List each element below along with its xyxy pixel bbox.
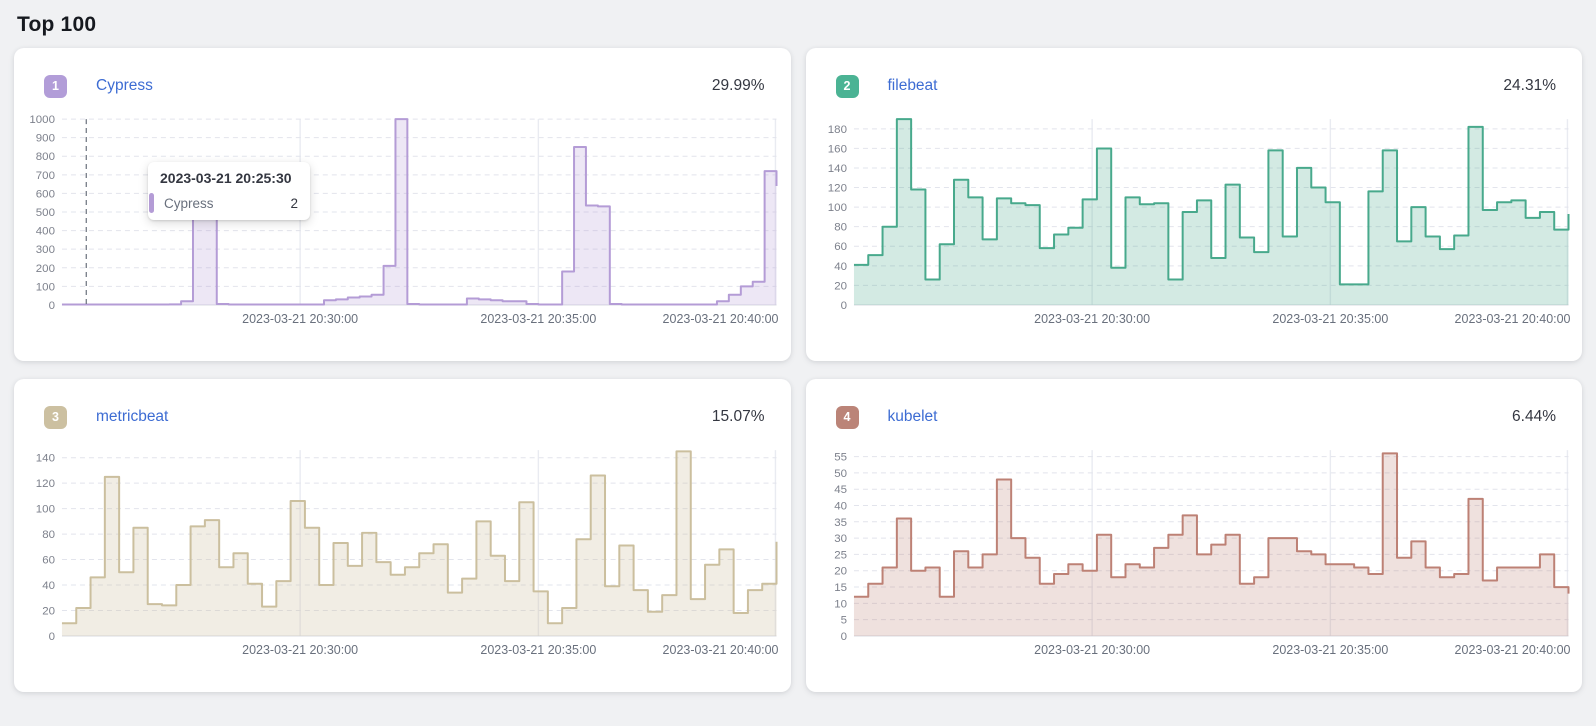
area-chart-filebeat[interactable]: 0 20 40 60 80 100 120 140 160 180 2023-03-21 20:30… [806, 113, 1583, 331]
x-axis-tick-label: 2023-03-21 20:35:00 [480, 643, 596, 657]
chart-card-filebeat: 2 filebeat 24.31% 0 20 40 60 80 100 120 140 160 1… [805, 48, 1583, 361]
y-axis-tick-label: 45 [834, 484, 847, 496]
y-axis-tick-label: 1000 [29, 114, 55, 126]
y-axis-tick-label: 0 [49, 300, 55, 312]
y-axis-tick-label: 800 [36, 151, 55, 163]
y-axis-tick-label: 40 [834, 501, 847, 513]
x-axis-tick-label: 2023-03-21 20:30:00 [1034, 643, 1150, 657]
y-axis-tick-label: 55 [834, 452, 847, 464]
card-header: 1 Cypress 29.99% [14, 48, 791, 98]
y-axis-tick-label: 80 [42, 529, 55, 541]
x-axis-tick-label: 2023-03-21 20:35:00 [1272, 312, 1388, 326]
y-axis-tick-label: 300 [36, 244, 55, 256]
y-axis-tick-label: 40 [834, 261, 847, 273]
cards-grid: 1 Cypress 29.99% 0 100 200 300 400 500 600 700 8… [0, 48, 1596, 692]
chart-area-fill [61, 451, 777, 636]
percent-value: 29.99% [711, 77, 765, 94]
chart-wrap: 0 20 40 60 80 100 120 140 160 180 2023-03-21 20:30… [806, 113, 1583, 331]
chart-card-metricbeat: 3 metricbeat 15.07% 0 20 40 60 80 100 120 140 20… [14, 379, 791, 692]
chart-step-line [853, 452, 1570, 598]
area-chart-kubelet[interactable]: 0 5 10 15 20 25 30 35 40 45 50 55 2023-03-21 20:30:0… [806, 444, 1583, 662]
rank-badge: 3 [44, 405, 67, 429]
page-title: Top 100 [17, 13, 97, 36]
y-axis-tick-label: 140 [36, 453, 55, 465]
rank-badge: 1 [44, 74, 67, 98]
x-axis-tick-label: 2023-03-21 20:40:00 [663, 312, 779, 326]
y-axis-tick-label: 0 [49, 631, 55, 643]
y-axis-tick-label: 500 [36, 207, 55, 219]
percent-value: 24.31% [1503, 77, 1556, 94]
tooltip-series-value: 2 [290, 195, 298, 211]
x-axis-tick-label: 2023-03-21 20:40:00 [1454, 643, 1570, 657]
x-axis-tick-label: 2023-03-21 20:40:00 [663, 643, 779, 657]
tooltip-series-marker-icon [149, 193, 154, 213]
y-axis-tick-label: 35 [834, 517, 847, 529]
y-axis-tick-label: 700 [36, 170, 55, 182]
y-axis-tick-label: 40 [42, 580, 55, 592]
tooltip-series-name: Cypress [164, 195, 214, 211]
y-axis-tick-label: 180 [827, 124, 846, 136]
y-axis-tick-label: 100 [36, 504, 55, 516]
y-axis-tick-label: 400 [36, 226, 55, 238]
y-axis-tick-label: 30 [834, 533, 847, 545]
card-header: 3 metricbeat 15.07% [14, 379, 791, 429]
y-axis-tick-label: 15 [834, 582, 847, 594]
y-axis-tick-label: 5 [840, 615, 846, 627]
series-link[interactable]: metricbeat [96, 408, 169, 425]
y-axis-tick-label: 60 [834, 241, 847, 253]
x-axis-tick-label: 2023-03-21 20:30:00 [1034, 312, 1150, 326]
chart-wrap: 0 100 200 300 400 500 600 700 800 900 1000 2023-03-… [14, 113, 791, 331]
y-axis-tick-label: 50 [834, 468, 847, 480]
chart-wrap: 0 20 40 60 80 100 120 140 2023-03-21 20:30:00 202… [14, 444, 791, 662]
chart-wrap: 0 5 10 15 20 25 30 35 40 45 50 55 2023-03-21 20:30:0… [806, 444, 1583, 662]
x-axis-tick-label: 2023-03-21 20:35:00 [480, 312, 596, 326]
chart-card-cypress: 1 Cypress 29.99% 0 100 200 300 400 500 600 700 8… [14, 48, 791, 361]
y-axis-tick-label: 140 [827, 163, 846, 175]
chart-step-line [61, 450, 778, 625]
chart-step-line [853, 118, 1570, 286]
x-axis-tick-label: 2023-03-21 20:30:00 [242, 312, 358, 326]
y-axis-tick-label: 10 [834, 598, 847, 610]
rank-badge: 4 [835, 405, 859, 429]
y-axis-tick-label: 600 [36, 188, 55, 200]
y-axis-tick-label: 60 [42, 555, 55, 567]
y-axis-tick-label: 20 [42, 605, 55, 617]
y-axis-tick-label: 80 [834, 222, 847, 234]
y-axis-tick-label: 100 [36, 281, 55, 293]
chart-area-fill [61, 119, 777, 305]
y-axis-tick-label: 100 [827, 202, 846, 214]
series-link[interactable]: filebeat [887, 77, 938, 94]
x-axis-tick-label: 2023-03-21 20:40:00 [1454, 312, 1570, 326]
chart-tooltip: 2023-03-21 20:25:30 Cypress 2 [148, 162, 310, 220]
rank-badge: 2 [835, 74, 859, 98]
chart-card-kubelet: 4 kubelet 6.44% 0 5 10 15 20 25 30 35 40 45 50 55 20… [805, 379, 1583, 692]
y-axis-tick-label: 0 [840, 300, 846, 312]
percent-value: 6.44% [1512, 408, 1556, 425]
card-header: 4 kubelet 6.44% [806, 379, 1583, 429]
series-link[interactable]: kubelet [887, 408, 938, 425]
y-axis-tick-label: 900 [36, 133, 55, 145]
y-axis-tick-label: 160 [827, 143, 846, 155]
series-link[interactable]: Cypress [96, 77, 153, 94]
area-chart-metricbeat[interactable]: 0 20 40 60 80 100 120 140 2023-03-21 20:30:00 202… [14, 444, 791, 662]
x-axis-tick-label: 2023-03-21 20:30:00 [242, 643, 358, 657]
tooltip-timestamp: 2023-03-21 20:25:30 [160, 170, 292, 186]
tooltip-series-row: Cypress 2 [148, 192, 310, 215]
y-axis-tick-label: 20 [834, 280, 847, 292]
y-axis-tick-label: 20 [834, 566, 847, 578]
y-axis-tick-label: 200 [36, 263, 55, 275]
y-axis-tick-label: 120 [827, 183, 846, 195]
card-header: 2 filebeat 24.31% [806, 48, 1583, 98]
percent-value: 15.07% [711, 408, 765, 425]
y-axis-tick-label: 25 [834, 549, 847, 561]
y-axis-tick-label: 120 [36, 478, 55, 490]
y-axis-tick-label: 0 [840, 631, 846, 643]
x-axis-tick-label: 2023-03-21 20:35:00 [1272, 643, 1388, 657]
area-chart-cypress[interactable]: 0 100 200 300 400 500 600 700 800 900 1000 2023-03-… [14, 113, 791, 331]
